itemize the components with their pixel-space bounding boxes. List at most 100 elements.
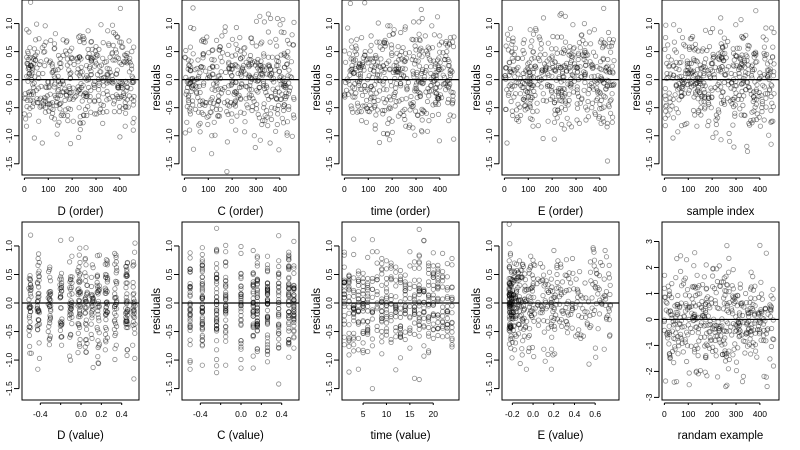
data-point [397,75,404,82]
data-point [694,79,700,86]
data-point [276,263,282,270]
data-point [199,362,205,368]
data-point [722,292,728,298]
data-point [509,108,515,114]
data-point [265,123,271,129]
data-point [185,94,191,100]
data-point [341,312,347,319]
data-point [264,288,271,295]
data-point [674,255,680,262]
data-point [744,79,751,86]
data-point [76,322,82,328]
data-point [275,102,282,109]
data-point [515,299,522,305]
data-point [433,101,439,107]
data-point [130,284,136,290]
data-point [537,278,543,284]
data-point [504,31,511,37]
data-point [256,84,262,91]
data-point [673,49,679,55]
data-point [685,332,691,338]
x-axis-title: E (order) [538,206,584,218]
data-point [734,53,740,59]
data-point [444,78,450,84]
data-point [549,334,555,340]
data-point [264,332,271,338]
data-point [412,132,418,138]
data-point [417,93,423,99]
data-point [250,96,256,102]
data-point [85,54,91,60]
data-point [507,336,513,342]
data-point [744,307,751,313]
data-point [552,292,558,298]
data-point [379,299,385,305]
data-point [104,309,110,315]
data-point [360,349,366,356]
data-point [520,47,526,54]
data-point [94,272,101,278]
data-point [117,134,123,140]
plot-frame [181,0,300,176]
data-point [744,321,750,327]
data-point [211,100,217,106]
data-point [416,226,422,232]
data-point [678,318,684,324]
data-point [190,51,196,57]
data-point [352,81,358,87]
data-point [286,257,292,263]
data-point [599,262,605,268]
data-point [509,287,516,294]
y-tick-label: 0.0 [4,73,14,85]
data-point [583,59,589,65]
data-point [40,101,47,107]
data-point [346,273,352,279]
data-point [264,290,271,296]
data-point [69,314,75,320]
data-point [749,120,755,126]
data-point [751,96,758,102]
data-point [276,274,282,280]
data-point [683,68,689,74]
data-point [88,310,94,316]
data-point [722,350,728,356]
data-point [261,101,267,107]
data-point [276,296,282,303]
data-point [52,67,59,73]
data-point [215,86,221,92]
data-point [94,274,100,280]
data-point [369,237,375,243]
data-point [96,252,103,258]
data-point [291,314,297,320]
data-point [214,294,220,300]
data-point [103,59,110,65]
data-point [291,238,297,244]
data-point [67,310,73,316]
data-point [52,92,58,99]
data-point [187,337,193,343]
data-point [569,303,575,309]
data-point [341,48,348,54]
data-point [673,59,679,65]
data-point [89,308,95,314]
data-point [64,56,71,62]
data-point [275,59,282,65]
data-point [116,109,123,115]
data-point [581,20,588,27]
data-point [713,353,719,359]
data-point [723,55,729,61]
data-point [212,132,218,138]
data-point [395,57,402,63]
data-point [117,95,123,101]
data-point [447,73,454,79]
data-point [123,263,129,270]
data-point [509,280,515,287]
data-point [599,301,605,307]
data-point [199,304,205,311]
data-point [115,84,121,91]
data-point [368,33,374,39]
data-point [199,327,205,333]
data-point [357,61,363,68]
data-point [130,308,136,314]
data-point [223,362,229,368]
